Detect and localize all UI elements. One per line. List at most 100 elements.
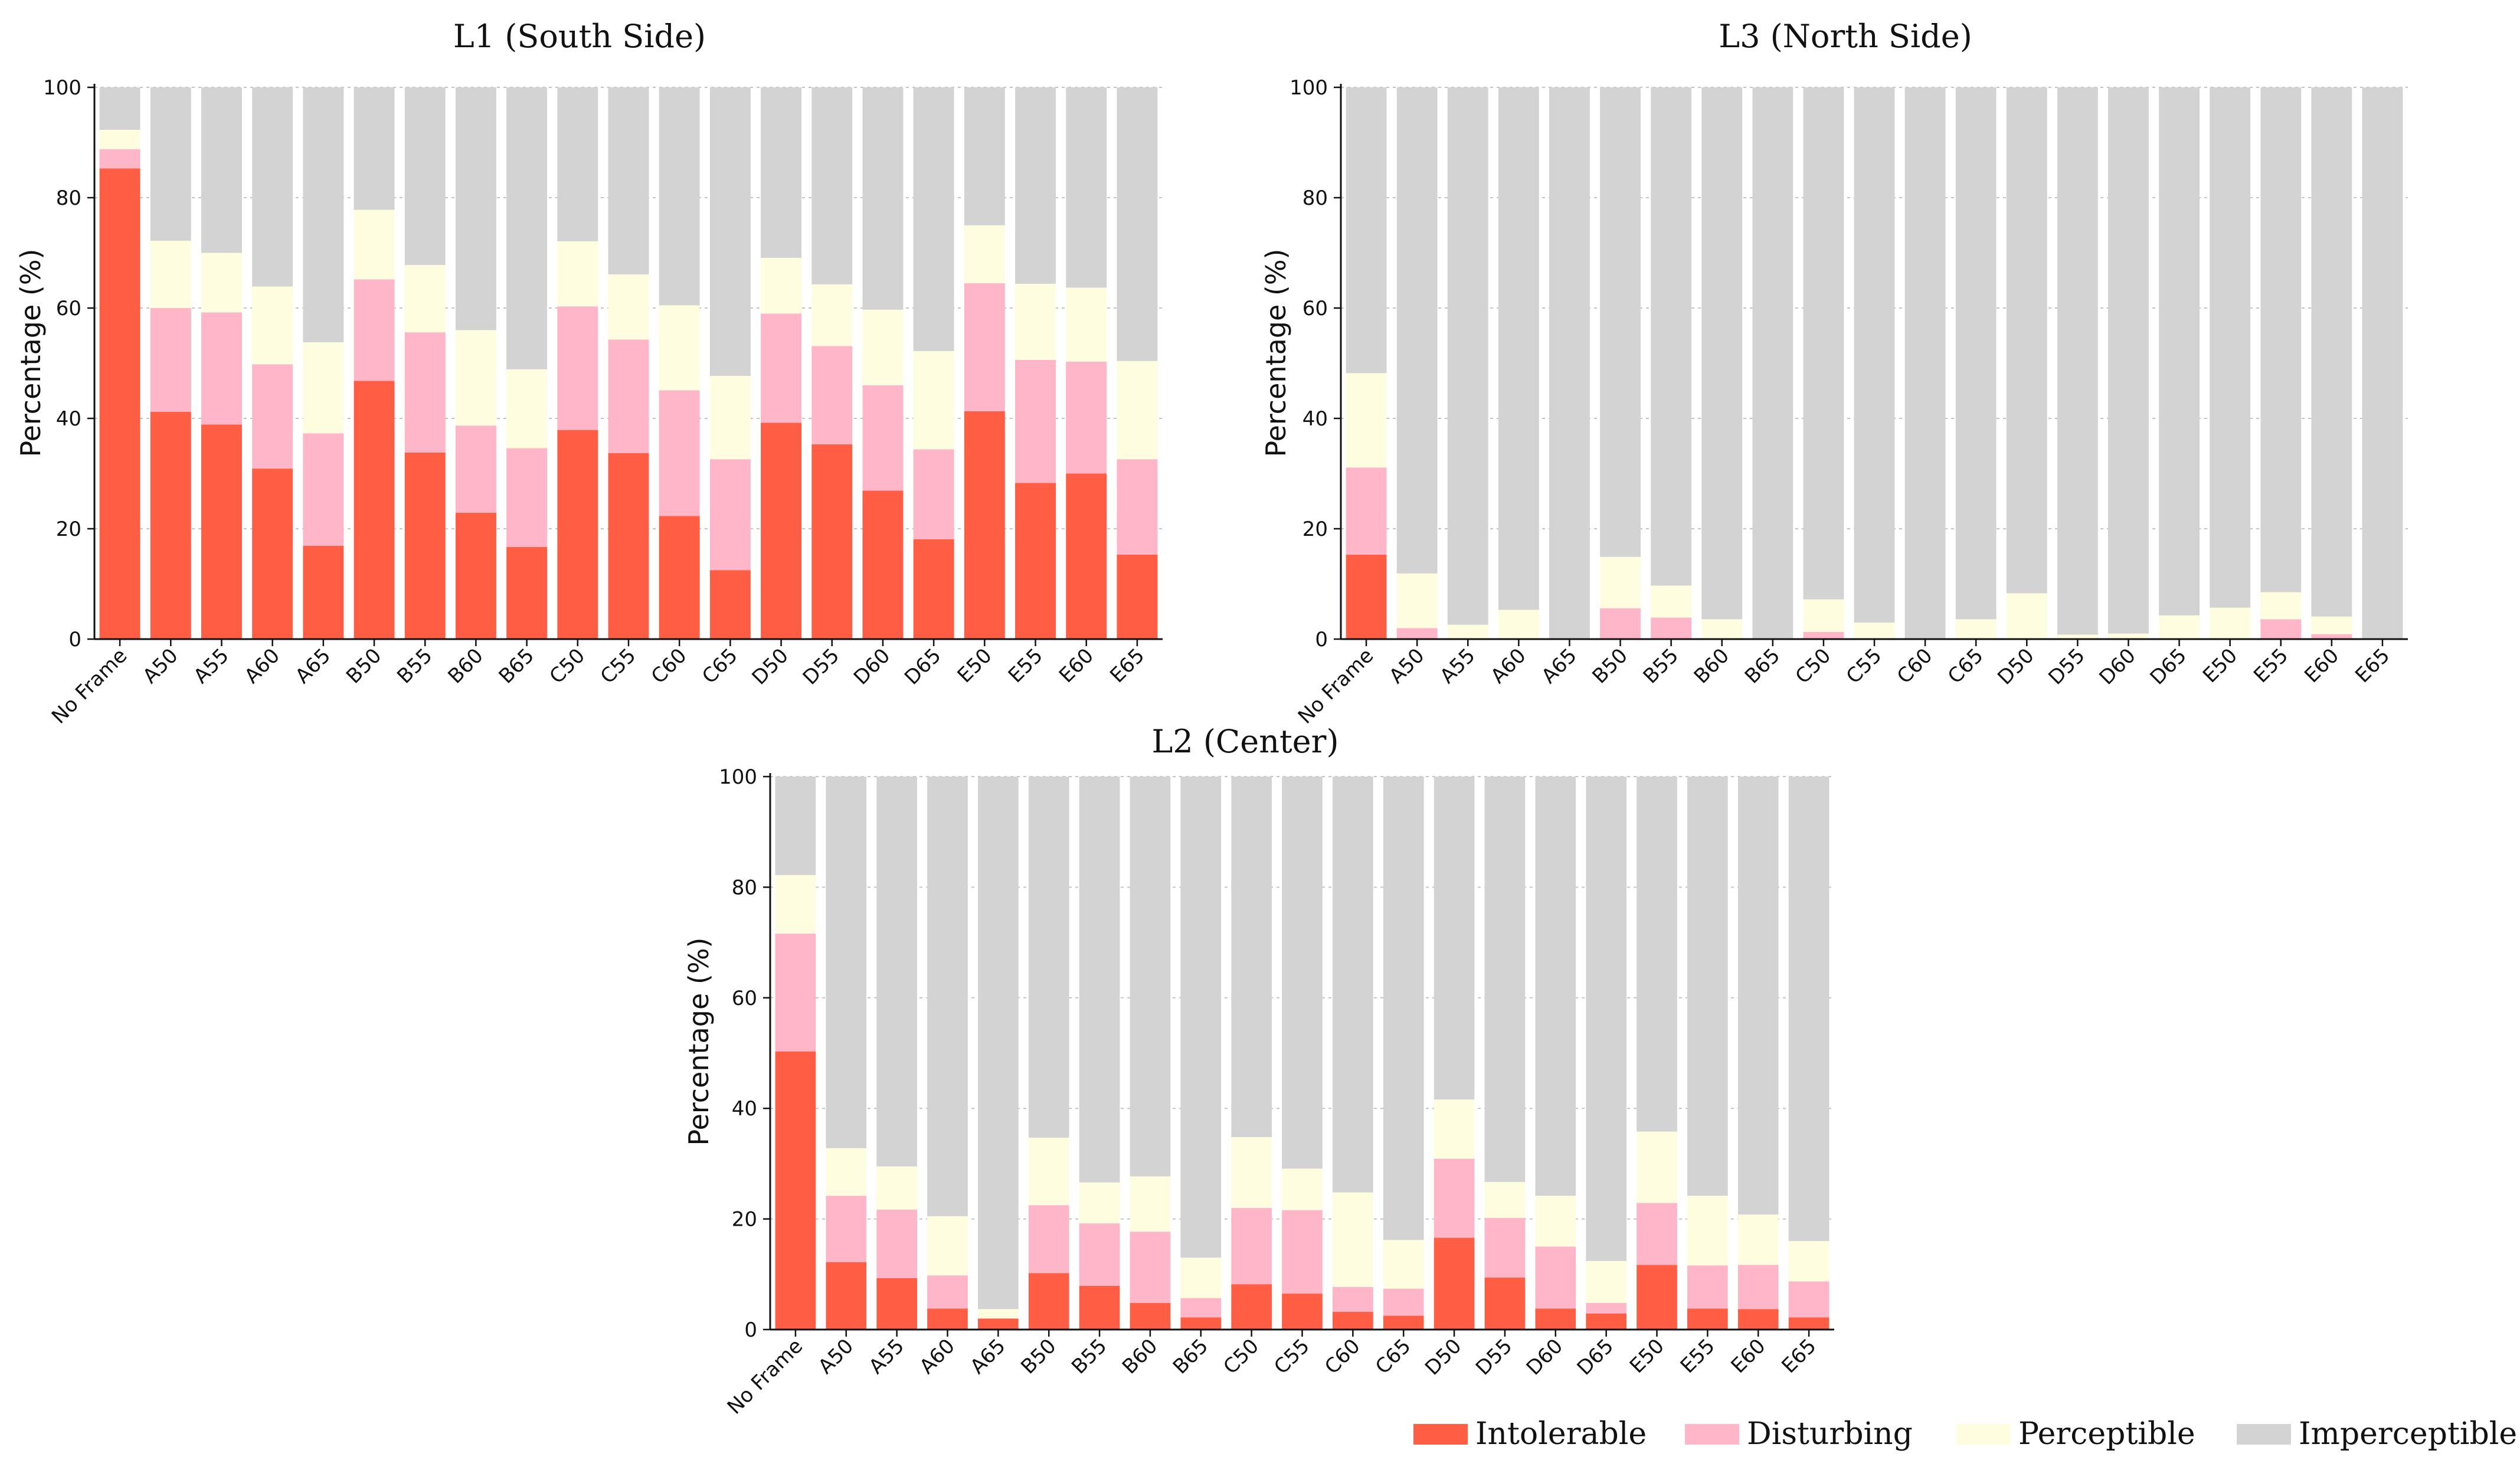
bar-imperceptible-a65 [1549, 87, 1590, 639]
y-tick-label: 40 [1302, 407, 1328, 431]
bar-perceptible-a55 [201, 253, 242, 313]
bar-perceptible-e50 [1637, 1131, 1677, 1203]
bar-disturbing-b65 [506, 448, 548, 547]
bar-imperceptible-e65 [1788, 777, 1830, 1242]
bar-imperceptible-b65 [1180, 777, 1222, 1258]
bars [775, 777, 1830, 1330]
bar-perceptible-no-frame [775, 875, 816, 934]
bar-imperceptible-a65 [978, 777, 1019, 1309]
bar-imperceptible-no-frame [1346, 87, 1387, 374]
bar-perceptible-d60 [2108, 633, 2149, 639]
bars [99, 87, 1158, 639]
bar-intolerable-no-frame [1346, 554, 1387, 639]
bar-disturbing-a60 [927, 1275, 968, 1309]
bar-disturbing-c50 [1231, 1207, 1272, 1285]
bar-imperceptible-b60 [1130, 777, 1171, 1177]
bar-imperceptible-c60 [1904, 87, 1946, 639]
bar-perceptible-a50 [150, 240, 191, 308]
legend-swatch-disturbing [1685, 1424, 1739, 1445]
y-axis-label: Percentage (%) [15, 249, 47, 457]
y-axis-label: Percentage (%) [1260, 249, 1292, 457]
bar-imperceptible-b50 [1600, 87, 1641, 557]
bars [1346, 87, 2403, 639]
bar-imperceptible-d55 [811, 87, 853, 284]
bar-imperceptible-e60 [2311, 87, 2352, 617]
bar-imperceptible-d65 [913, 87, 954, 351]
bar-perceptible-d65 [1586, 1261, 1626, 1304]
bar-perceptible-d55 [811, 284, 853, 346]
bar-disturbing-a55 [876, 1209, 917, 1278]
bar-imperceptible-e60 [1737, 777, 1779, 1215]
bar-perceptible-b65 [1180, 1258, 1222, 1298]
y-tick-label: 0 [1315, 628, 1328, 651]
bar-imperceptible-e55 [1015, 87, 1056, 284]
bar-intolerable-e50 [1637, 1265, 1677, 1330]
bar-imperceptible-a50 [826, 777, 867, 1148]
bar-perceptible-c65 [1955, 619, 1997, 639]
bar-imperceptible-c65 [1955, 87, 1997, 620]
bar-perceptible-e60 [2311, 616, 2352, 634]
bar-perceptible-e65 [1117, 361, 1158, 460]
bar-disturbing-e60 [1737, 1265, 1779, 1309]
bar-imperceptible-e55 [1687, 777, 1728, 1196]
bar-disturbing-b50 [1028, 1205, 1069, 1273]
y-tick-label: 60 [56, 297, 81, 320]
bar-disturbing-d55 [811, 346, 853, 444]
bar-disturbing-e65 [1117, 459, 1158, 555]
y-tick-label: 20 [1302, 518, 1328, 541]
bar-perceptible-e60 [1737, 1214, 1779, 1265]
y-tick-label: 100 [719, 765, 757, 789]
bar-intolerable-c50 [1231, 1284, 1272, 1330]
bar-intolerable-b60 [1130, 1303, 1171, 1330]
bar-imperceptible-d60 [1535, 777, 1576, 1196]
bar-imperceptible-e65 [1117, 87, 1158, 361]
bar-intolerable-e55 [1687, 1308, 1728, 1330]
bar-perceptible-a50 [826, 1148, 867, 1196]
bar-imperceptible-e60 [1066, 87, 1107, 288]
bar-imperceptible-b60 [1701, 87, 1743, 620]
legend-swatch-perceptible [1956, 1424, 2011, 1445]
bar-disturbing-b50 [354, 279, 395, 381]
bar-disturbing-b55 [1651, 617, 1692, 639]
bar-intolerable-c50 [557, 430, 598, 639]
bar-perceptible-a60 [252, 286, 293, 365]
bar-perceptible-d50 [761, 257, 802, 314]
y-axis-label: Percentage (%) [683, 938, 715, 1146]
bar-intolerable-a50 [150, 411, 191, 639]
bar-intolerable-b60 [455, 512, 496, 639]
bar-disturbing-d60 [1535, 1246, 1576, 1309]
bar-perceptible-a50 [1396, 573, 1438, 628]
bar-imperceptible-c60 [1333, 777, 1373, 1193]
bar-perceptible-e60 [1066, 287, 1107, 362]
bar-disturbing-a50 [1396, 628, 1438, 639]
bar-perceptible-b50 [1600, 556, 1641, 608]
bar-imperceptible-d60 [2108, 87, 2149, 634]
legend-label-disturbing: Disturbing [1747, 1416, 1913, 1452]
bar-perceptible-no-frame [1346, 373, 1387, 468]
legend-label-perceptible: Perceptible [2018, 1416, 2195, 1452]
y-tick-label: 0 [744, 1318, 757, 1342]
bar-disturbing-c60 [1333, 1286, 1373, 1312]
y-tick-label: 60 [1302, 297, 1328, 320]
bar-imperceptible-e50 [1637, 777, 1677, 1132]
bar-perceptible-e55 [2260, 592, 2302, 620]
bar-disturbing-c55 [608, 339, 649, 453]
bar-perceptible-d65 [913, 351, 954, 450]
bar-disturbing-b55 [1079, 1223, 1120, 1286]
bar-disturbing-e55 [1015, 359, 1056, 483]
bar-perceptible-c50 [1231, 1137, 1272, 1208]
bar-disturbing-c50 [557, 306, 598, 430]
bar-disturbing-e55 [2260, 619, 2302, 639]
bar-perceptible-d60 [1535, 1196, 1576, 1247]
bar-disturbing-a65 [303, 433, 344, 546]
bar-disturbing-d65 [1586, 1303, 1626, 1314]
bar-imperceptible-c60 [659, 87, 700, 306]
bar-disturbing-a50 [150, 308, 191, 412]
bar-imperceptible-a55 [876, 777, 917, 1167]
bar-perceptible-d65 [2159, 615, 2200, 639]
bar-intolerable-a55 [876, 1278, 917, 1330]
bar-intolerable-d65 [1586, 1313, 1626, 1330]
bar-imperceptible-b50 [354, 87, 395, 210]
bar-imperceptible-e50 [2210, 87, 2251, 608]
legend-swatch-imperceptible [2237, 1424, 2291, 1445]
